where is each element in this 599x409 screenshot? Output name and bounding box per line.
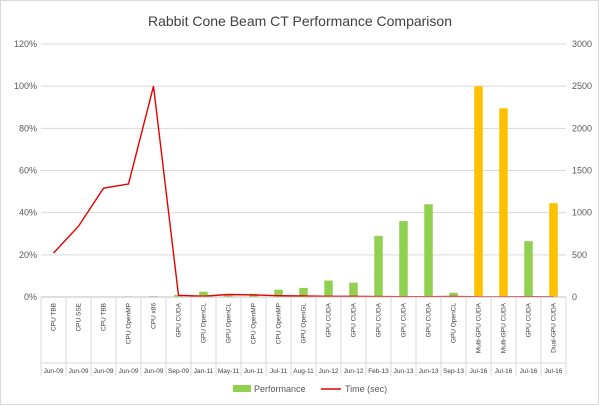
legend-label-time: Time (sec) [345,384,387,394]
category-date: Sep-09 [168,368,189,375]
category-label: CPU SSE [76,302,83,331]
y-right-tick-label: 2000 [572,123,592,133]
y-left-tick-label: 40% [19,208,37,218]
performance-bar [499,108,508,297]
category-label: GPU CUDA [401,302,408,337]
y-left-tick-label: 20% [19,250,37,260]
category-date: Jun-09 [144,368,164,375]
category-label: GPU OpenGL [301,303,308,344]
category-date: Aug-11 [293,368,314,375]
category-date: Sep-13 [443,368,464,375]
category-date: Jun-11 [244,368,264,375]
category-date: Feb-13 [368,368,389,375]
category-date: Jan-11 [194,368,214,375]
category-label: GPU CUDA [426,302,433,337]
category-label: GPU CUDA [176,302,183,337]
performance-bar [474,86,483,297]
category-date: Jun-09 [119,368,139,375]
y-right-tick-label: 3000 [572,39,592,49]
performance-bar [549,203,558,297]
category-date: Jun-12 [319,368,339,375]
y-left-tick-label: 0% [24,292,37,302]
category-label: CPU TBB [101,303,108,331]
y-left-tick-label: 100% [14,81,37,91]
category-date: Jun-13 [394,368,414,375]
category-date: Jul-16 [470,368,488,375]
category-date: Jul-11 [270,368,288,375]
category-date: Jul-16 [520,368,538,375]
category-label: GPU CUDA [351,302,358,337]
performance-bar [399,221,408,297]
legend: Performance Time (sec) [233,384,387,394]
category-date: Jun-13 [419,368,439,375]
y-left-tick-label: 120% [14,39,37,49]
performance-bar [374,236,383,297]
category-label: CPU x86 [151,303,158,329]
category-label: CPU OpenMP [126,303,133,344]
legend-label-performance: Performance [254,384,306,394]
y-right-tick-label: 500 [572,250,587,260]
gridlines [41,44,566,297]
y-right-tick-label: 2500 [572,81,592,91]
legend-swatch-performance [233,385,251,392]
category-label: CPU OpenMP [276,303,283,344]
category-label: GPU OpenCL [226,303,233,343]
performance-bar [349,283,358,297]
performance-bars [49,86,558,297]
category-date: Jul-16 [495,368,513,375]
category-label: GPU OpenCL [451,303,458,343]
performance-bar [324,281,333,297]
category-date: Jun-09 [44,368,64,375]
category-label: GPU OpenCL [201,303,208,343]
category-date: Jun-09 [94,368,114,375]
y-right-tick-label: 0 [572,292,577,302]
category-date: May-11 [218,368,240,375]
category-date: Jun-12 [344,368,364,375]
category-label: GPU CUDA [376,302,383,337]
category-date: Jul-16 [545,368,563,375]
category-label: GPU CUDA [526,302,533,337]
category-date: Jun-09 [69,368,89,375]
y-right-tick-label: 1500 [572,166,592,176]
category-label: Multi-GPU CUDA [476,302,483,353]
y-left-tick-label: 80% [19,123,37,133]
category-label: Dual-GPU CUDA [551,302,558,353]
performance-bar [524,241,533,297]
category-label: Multi-GPU CUDA [501,302,508,353]
category-label: CPU TBB [51,303,58,331]
y-right-tick-label: 1000 [572,208,592,218]
performance-bar [424,204,433,297]
category-label: GPU CUDA [326,302,333,337]
category-label: CPU OpenMP [251,303,258,344]
y-left-tick-label: 60% [19,166,37,176]
chart-title: Rabbit Cone Beam CT Performance Comparis… [148,13,452,29]
